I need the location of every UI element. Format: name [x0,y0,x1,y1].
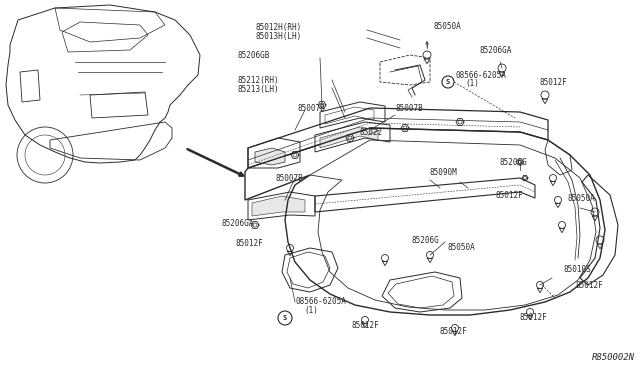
Text: 85213(LH): 85213(LH) [238,84,280,93]
Text: 85010S: 85010S [564,266,592,275]
Text: 85206GA: 85206GA [222,218,254,228]
Text: 08566-6205A: 08566-6205A [456,71,507,80]
Text: 85007B: 85007B [276,173,304,183]
Text: R850002N: R850002N [592,353,635,362]
Text: 85206GA: 85206GA [480,45,513,55]
Text: 85022: 85022 [360,128,383,137]
Text: 08566-6205A: 08566-6205A [296,298,347,307]
Text: (1): (1) [304,305,318,314]
Text: 85013H(LH): 85013H(LH) [255,32,301,41]
Text: 85206G: 85206G [412,235,440,244]
Polygon shape [252,196,305,216]
Text: 85012F: 85012F [496,190,524,199]
Text: 85012F: 85012F [236,240,264,248]
Text: 85050A: 85050A [568,193,596,202]
Text: 85012F: 85012F [440,327,468,337]
Text: 85212(RH): 85212(RH) [238,76,280,84]
Text: 85007B: 85007B [298,103,326,112]
Text: 85012F: 85012F [352,321,380,330]
Text: S: S [283,315,287,321]
Text: 85012H(RH): 85012H(RH) [255,22,301,32]
Text: 85090M: 85090M [430,167,458,176]
Text: 85050A: 85050A [448,244,476,253]
Polygon shape [320,127,378,148]
Text: 85012F: 85012F [575,280,603,289]
Text: 85206G: 85206G [500,157,528,167]
Text: 85007B: 85007B [395,103,423,112]
Text: S: S [446,79,450,85]
Polygon shape [255,148,285,165]
Text: 85206GB: 85206GB [238,51,270,60]
Text: 85050A: 85050A [433,22,461,31]
Text: 85012F: 85012F [520,314,548,323]
Text: (1): (1) [465,78,479,87]
Text: 85012F: 85012F [540,77,568,87]
